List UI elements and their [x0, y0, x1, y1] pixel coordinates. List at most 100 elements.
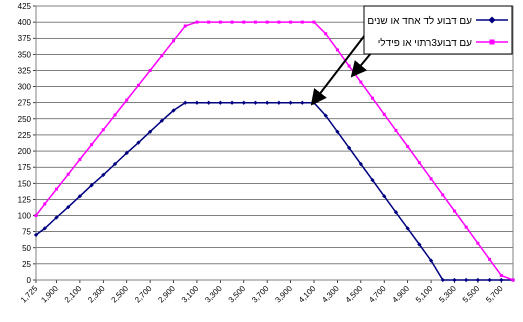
data-point-series-2 — [66, 172, 70, 176]
y-tick-label: 325 — [18, 66, 32, 75]
data-point-series-1 — [33, 232, 39, 237]
data-point-series-1 — [112, 161, 118, 167]
data-point-series-2 — [207, 20, 211, 24]
data-point-series-2 — [136, 83, 140, 87]
y-tick-label: 400 — [18, 18, 32, 27]
data-point-series-2 — [242, 20, 246, 24]
data-point-series-2 — [324, 32, 328, 36]
data-point-series-1 — [370, 177, 375, 183]
data-point-series-2 — [382, 112, 386, 116]
data-point-series-2 — [34, 214, 38, 218]
data-point-series-2 — [417, 161, 421, 165]
y-tick-label: 300 — [18, 83, 32, 92]
data-point-series-1 — [464, 277, 469, 283]
data-point-series-1 — [229, 100, 235, 105]
data-point-series-1 — [499, 277, 504, 283]
data-point-series-1 — [89, 183, 94, 188]
legend-marker-series-1 — [488, 16, 496, 24]
data-point-series-2 — [312, 20, 316, 24]
data-point-series-2 — [253, 20, 257, 24]
data-point-series-1 — [253, 100, 258, 105]
data-point-series-1 — [393, 210, 399, 215]
data-point-series-1 — [54, 215, 59, 220]
legend-label-series-2: עם דבוע3רתוי או פידלי — [378, 37, 472, 49]
data-point-series-1 — [241, 100, 246, 105]
y-tick-label: 0 — [27, 276, 32, 285]
data-point-series-1 — [417, 242, 422, 247]
data-point-series-2 — [429, 177, 433, 181]
x-axis-ticks: 1,725 1,900 2,100 2,300 2,500 2,700 2,900 3,100… — [19, 280, 505, 305]
y-axis-ticks: 0 25 50 75 100 125 150 175 200 225 250 275 300 325 350… — [18, 2, 36, 285]
y-tick-label: 150 — [18, 179, 32, 188]
y-tick-label: 200 — [18, 147, 32, 156]
data-point-series-1 — [194, 100, 200, 105]
plot-area-border — [35, 5, 514, 281]
data-point-series-2 — [43, 202, 47, 206]
data-point-series-1 — [405, 226, 410, 231]
data-point-series-2 — [148, 68, 152, 72]
data-point-series-2 — [359, 80, 363, 84]
data-point-series-2 — [183, 24, 187, 28]
data-point-series-2 — [476, 241, 480, 245]
data-point-series-2 — [113, 113, 117, 117]
y-tick-label: 50 — [22, 244, 31, 253]
data-point-series-2 — [172, 39, 176, 43]
data-point-series-1 — [487, 277, 492, 283]
y-tick-label: 125 — [18, 195, 32, 204]
data-point-series-1 — [300, 100, 305, 105]
data-point-series-1 — [136, 140, 141, 145]
data-point-series-1 — [382, 194, 387, 199]
data-point-series-2 — [511, 278, 515, 282]
data-point-series-2 — [230, 20, 234, 24]
data-point-series-2 — [488, 257, 492, 261]
series-line-2 — [35, 21, 514, 281]
data-point-series-2 — [347, 64, 351, 68]
data-point-series-2 — [371, 96, 375, 100]
data-point-series-1 — [452, 277, 457, 283]
data-point-series-1 — [159, 118, 164, 123]
y-tick-label: 250 — [18, 115, 32, 124]
y-tick-label: 375 — [18, 34, 32, 43]
data-point-series-2 — [441, 193, 445, 197]
y-tick-label: 75 — [22, 228, 31, 237]
legend: עם דבוע לד אחד או שנים עם דבוע3רתוי או פ… — [363, 5, 513, 55]
data-point-series-1 — [347, 145, 352, 150]
data-point-series-2 — [300, 20, 304, 24]
data-point-series-2 — [499, 273, 503, 277]
data-point-series-1 — [428, 258, 434, 263]
y-tick-label: 25 — [22, 260, 31, 269]
data-point-series-2 — [125, 98, 129, 102]
y-tick-label: 225 — [18, 131, 32, 140]
legend-label-series-1: עם דבוע לד אחד או שנים — [367, 15, 472, 27]
data-point-series-1 — [358, 161, 363, 167]
data-point-series-2 — [160, 54, 164, 58]
data-point-series-2 — [218, 20, 222, 24]
annotation-arrow-pink-series — [350, 51, 373, 78]
data-point-series-2 — [90, 143, 94, 147]
y-tick-label: 350 — [18, 50, 32, 59]
data-point-series-2 — [54, 187, 58, 191]
data-point-series-1 — [335, 129, 340, 134]
data-point-series-1 — [77, 194, 83, 199]
y-tick-label: 175 — [18, 163, 32, 172]
data-point-series-1 — [206, 100, 211, 105]
data-point-series-2 — [335, 48, 339, 52]
data-point-series-2 — [406, 145, 410, 149]
data-point-series-2 — [289, 20, 293, 24]
data-point-series-1 — [124, 150, 129, 156]
data-point-series-2 — [277, 20, 281, 24]
y-tick-label: 100 — [18, 212, 32, 221]
data-point-series-1 — [66, 205, 71, 210]
data-point-series-1 — [440, 277, 445, 283]
data-point-series-1 — [475, 277, 481, 283]
data-point-series-2 — [464, 225, 468, 229]
data-point-series-1 — [171, 108, 176, 113]
y-tick-label: 275 — [18, 99, 32, 108]
data-point-series-2 — [78, 157, 82, 161]
data-point-series-1 — [42, 226, 47, 231]
legend-marker-series-2 — [489, 39, 495, 45]
data-point-series-1 — [148, 129, 153, 134]
data-point-series-1 — [218, 100, 223, 105]
data-point-series-2 — [101, 128, 105, 132]
